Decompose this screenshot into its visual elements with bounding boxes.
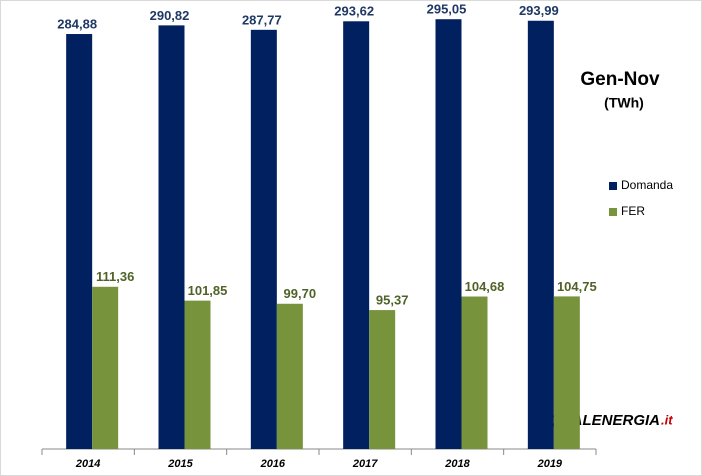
- value-label: 287,77: [242, 12, 282, 27]
- legend-swatch: [609, 208, 617, 216]
- bar: [461, 296, 488, 449]
- logo-suffix: .it: [661, 412, 673, 427]
- legend-label: Domanda: [621, 178, 673, 192]
- chart-title: Gen-Nov: [580, 69, 660, 90]
- bar: [250, 29, 277, 449]
- bar: [553, 296, 580, 449]
- bar: [369, 310, 396, 449]
- value-label: 104,68: [465, 279, 505, 294]
- chart-subtitle: (TWh): [604, 95, 644, 111]
- value-label: 293,99: [519, 3, 559, 18]
- x-tick-label: 2019: [537, 458, 563, 470]
- value-label: 284,88: [57, 16, 97, 31]
- x-tick-label: 2016: [260, 458, 286, 470]
- value-label: 290,82: [150, 8, 190, 23]
- bar: [435, 19, 462, 449]
- bar: [276, 303, 303, 449]
- bar: [343, 21, 370, 450]
- value-label: 293,62: [334, 4, 374, 19]
- bar: [184, 300, 211, 449]
- legend-swatch: [609, 182, 617, 190]
- bar: [527, 20, 554, 449]
- value-label: 295,05: [427, 2, 467, 17]
- value-label: 95,37: [376, 293, 409, 308]
- x-tick-label: 2018: [444, 458, 470, 470]
- legend-label: FER: [621, 204, 645, 218]
- x-tick-label: 2015: [167, 458, 193, 470]
- bar: [92, 286, 119, 449]
- x-tick-label: 2017: [352, 458, 378, 470]
- x-tick-label: 2014: [75, 458, 100, 470]
- value-label: 111,36: [96, 269, 134, 284]
- value-label: 104,75: [557, 279, 597, 294]
- value-label: 101,85: [188, 283, 228, 298]
- value-label: 99,70: [284, 286, 317, 301]
- bar: [158, 25, 185, 450]
- bar: [66, 34, 93, 449]
